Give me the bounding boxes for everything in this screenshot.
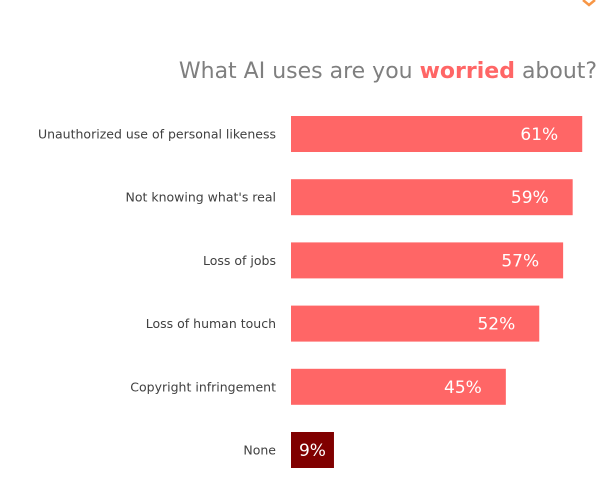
orange-accent-mark: [582, 0, 596, 7]
value-label-1: 59%: [511, 188, 549, 208]
value-label-0: 61%: [520, 125, 558, 145]
chart-title-emphasis: worried: [420, 59, 515, 84]
bar-2: [291, 242, 564, 279]
bar-4: [291, 368, 506, 405]
chart-title-before: What AI uses are you: [179, 59, 420, 84]
category-label-5: None: [243, 443, 276, 458]
chart-title: What AI uses are you worried about?: [179, 59, 597, 84]
category-label-3: Loss of human touch: [146, 316, 276, 331]
bar-5: [291, 432, 334, 468]
bar-1: [291, 179, 573, 216]
bar-group: Unauthorized use of personal likeness 61%…: [38, 116, 583, 468]
value-label-4: 45%: [444, 378, 482, 398]
value-label-3: 52%: [477, 315, 515, 335]
category-label-2: Loss of jobs: [203, 253, 276, 268]
category-label-0: Unauthorized use of personal likeness: [38, 127, 276, 142]
category-label-1: Not knowing what's real: [125, 190, 276, 205]
value-label-2: 57%: [501, 251, 539, 271]
category-label-4: Copyright infringement: [130, 379, 276, 394]
chart-title-after: about?: [515, 59, 597, 84]
bar-0: [291, 116, 583, 152]
value-label-5: 9%: [299, 441, 326, 461]
bar-3: [291, 305, 540, 342]
